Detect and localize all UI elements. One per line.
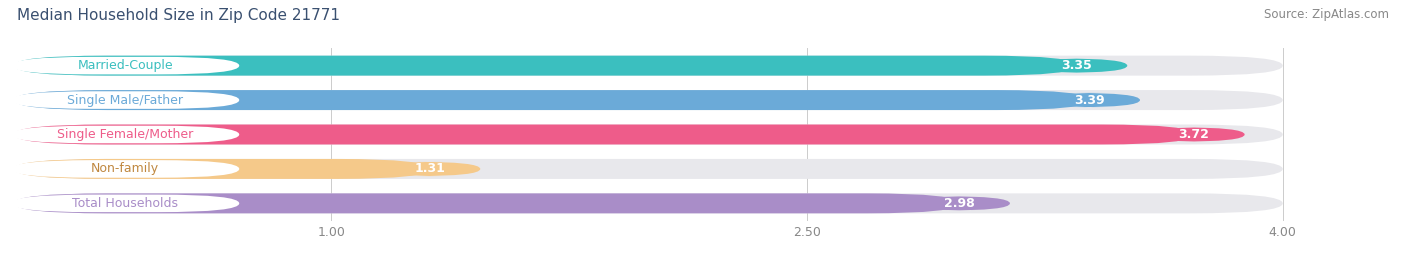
FancyBboxPatch shape [1039,93,1140,107]
FancyBboxPatch shape [14,193,959,213]
FancyBboxPatch shape [14,125,1194,144]
FancyBboxPatch shape [1026,58,1128,73]
Text: Non-family: Non-family [91,162,159,175]
Text: 3.72: 3.72 [1178,128,1209,141]
FancyBboxPatch shape [11,160,239,178]
FancyBboxPatch shape [908,196,1010,211]
Text: Married-Couple: Married-Couple [77,59,173,72]
Text: Median Household Size in Zip Code 21771: Median Household Size in Zip Code 21771 [17,8,340,23]
FancyBboxPatch shape [14,159,1282,179]
Text: 1.31: 1.31 [415,162,444,175]
Text: Single Male/Father: Single Male/Father [67,94,183,107]
Text: 3.35: 3.35 [1062,59,1092,72]
FancyBboxPatch shape [14,90,1282,110]
Text: 3.39: 3.39 [1074,94,1105,107]
FancyBboxPatch shape [14,193,1282,213]
FancyBboxPatch shape [11,57,239,75]
Text: Total Households: Total Households [72,197,179,210]
FancyBboxPatch shape [11,91,239,109]
Text: Source: ZipAtlas.com: Source: ZipAtlas.com [1264,8,1389,21]
FancyBboxPatch shape [14,90,1090,110]
Text: Single Female/Mother: Single Female/Mother [58,128,193,141]
FancyBboxPatch shape [378,162,481,176]
FancyBboxPatch shape [14,56,1282,76]
FancyBboxPatch shape [11,194,239,212]
FancyBboxPatch shape [1143,127,1244,142]
FancyBboxPatch shape [11,126,239,143]
FancyBboxPatch shape [14,56,1077,76]
FancyBboxPatch shape [14,159,430,179]
Text: 2.98: 2.98 [943,197,974,210]
FancyBboxPatch shape [14,125,1282,144]
